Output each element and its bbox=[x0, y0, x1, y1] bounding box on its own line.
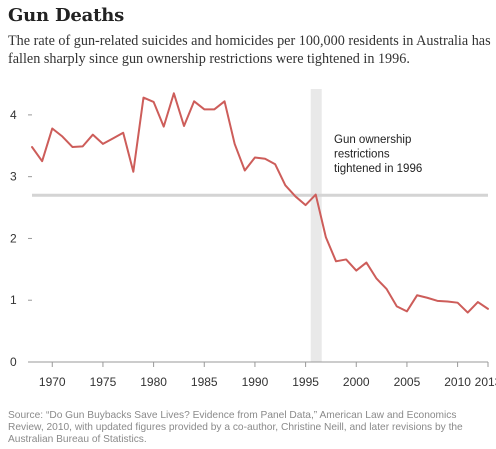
series-line-gun-death-rate bbox=[31, 92, 489, 314]
x-tick-label-2010: 2010 bbox=[444, 375, 471, 389]
chart-title: Gun Deaths bbox=[8, 5, 125, 26]
data-point-1991 bbox=[264, 158, 266, 160]
data-point-2008 bbox=[436, 300, 438, 302]
y-tick-label-2: 2 bbox=[10, 231, 17, 245]
highlight-band-1996 bbox=[310, 89, 322, 362]
data-point-1994 bbox=[294, 195, 296, 197]
data-point-1996 bbox=[315, 194, 317, 196]
data-point-1979 bbox=[142, 97, 144, 99]
x-tick-label-2005: 2005 bbox=[394, 375, 421, 389]
y-tick-label-1: 1 bbox=[10, 293, 17, 307]
data-point-1971 bbox=[61, 136, 63, 138]
chart-subtitle: The rate of gun-related suicides and hom… bbox=[8, 33, 491, 67]
data-point-1998 bbox=[335, 260, 337, 262]
annotation-layer: Gun ownership restrictions tightened in 19… bbox=[334, 134, 422, 175]
data-point-1982 bbox=[173, 92, 175, 94]
x-tick-label-1975: 1975 bbox=[90, 375, 117, 389]
x-tick-label-1990: 1990 bbox=[242, 375, 269, 389]
data-point-1983 bbox=[183, 125, 185, 127]
x-tick-label-1985: 1985 bbox=[191, 375, 218, 389]
data-point-1997 bbox=[325, 236, 327, 238]
data-point-1988 bbox=[234, 143, 236, 145]
data-point-1987 bbox=[224, 100, 226, 102]
data-point-1999 bbox=[345, 258, 347, 260]
data-point-1968 bbox=[31, 146, 33, 148]
data-point-1976 bbox=[112, 137, 114, 139]
data-point-1986 bbox=[213, 108, 215, 110]
data-point-1978 bbox=[132, 171, 134, 173]
axis-layer: 0 1 2 3 4 1970 1975 1980 1985 1990 1995 2000 2005 201… bbox=[10, 108, 496, 389]
x-tick-label-2000: 2000 bbox=[343, 375, 370, 389]
data-point-1970 bbox=[51, 127, 53, 129]
data-point-1992 bbox=[274, 163, 276, 165]
highlight-band-layer bbox=[310, 89, 322, 362]
source-note: Source: “Do Gun Buybacks Save Lives? Evi… bbox=[8, 410, 463, 445]
data-point-2003 bbox=[386, 288, 388, 290]
y-tick-label-4: 4 bbox=[10, 108, 17, 122]
data-point-1975 bbox=[102, 143, 104, 145]
annotation-line-1: Gun ownership bbox=[334, 134, 411, 146]
data-point-2002 bbox=[376, 278, 378, 280]
series-line-layer bbox=[31, 92, 489, 314]
data-point-1969 bbox=[41, 160, 43, 162]
data-point-2006 bbox=[416, 294, 418, 296]
data-point-1981 bbox=[163, 126, 165, 128]
data-point-2010 bbox=[457, 302, 459, 304]
data-point-1980 bbox=[153, 101, 155, 103]
y-tick-label-0: 0 bbox=[10, 355, 17, 369]
data-point-2005 bbox=[406, 310, 408, 312]
data-point-1974 bbox=[92, 134, 94, 136]
data-point-1977 bbox=[122, 132, 124, 134]
data-point-1995 bbox=[305, 204, 307, 206]
data-point-2000 bbox=[355, 270, 357, 272]
x-tick-label-1980: 1980 bbox=[140, 375, 167, 389]
data-point-2012 bbox=[477, 301, 479, 303]
data-point-2001 bbox=[365, 262, 367, 264]
annotation-line-3: tightened in 1996 bbox=[334, 163, 422, 175]
data-point-1984 bbox=[193, 100, 195, 102]
data-point-2007 bbox=[426, 297, 428, 299]
data-point-1973 bbox=[82, 145, 84, 147]
y-tick-label-3: 3 bbox=[10, 170, 17, 184]
data-point-2011 bbox=[467, 312, 469, 314]
x-tick-label-1995: 1995 bbox=[292, 375, 319, 389]
data-point-2009 bbox=[446, 300, 448, 302]
data-point-1990 bbox=[254, 157, 256, 159]
x-tick-label-1970: 1970 bbox=[39, 375, 66, 389]
data-point-2013 bbox=[487, 308, 489, 310]
x-tick-label-2013: 2013 bbox=[475, 375, 496, 389]
data-point-1993 bbox=[284, 184, 286, 186]
data-point-2004 bbox=[396, 305, 398, 307]
data-point-1989 bbox=[244, 169, 246, 171]
data-point-1985 bbox=[203, 108, 205, 110]
data-point-1972 bbox=[72, 146, 74, 148]
annotation-line-2: restrictions bbox=[334, 149, 390, 161]
